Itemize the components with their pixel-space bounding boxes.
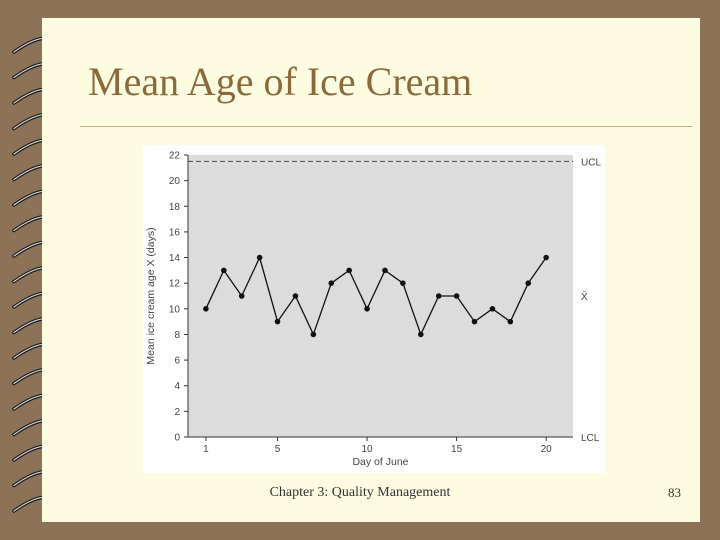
data-point — [543, 254, 549, 261]
y-tick-label: 6 — [174, 356, 180, 367]
x-axis-ticks: 1 5 10 15 20 — [203, 437, 552, 455]
x-tick-label: 1 — [203, 444, 209, 455]
y-tick-label: 20 — [169, 176, 181, 187]
data-point — [203, 306, 209, 312]
y-tick-label: 2 — [174, 407, 180, 418]
data-point — [525, 280, 532, 286]
data-point — [471, 318, 478, 325]
data-point — [435, 293, 442, 299]
data-point — [489, 306, 496, 312]
y-tick-label: 22 — [169, 151, 181, 162]
y-tick-label: 10 — [169, 304, 181, 315]
x-axis-label: Day of June — [352, 456, 408, 468]
y-axis-ticks: 0 2 4 6 8 10 12 14 16 18 20 22 — [169, 151, 188, 444]
x-tick-label: 15 — [451, 444, 463, 455]
slide-title: Mean Age of Ice Cream — [88, 59, 473, 104]
data-point — [453, 293, 460, 299]
data-point — [507, 318, 514, 325]
x-tick-label: 5 — [275, 444, 281, 455]
series-line — [205, 255, 547, 337]
plot-area — [188, 155, 573, 437]
control-line-label: X̄ — [581, 290, 588, 303]
x-tick-label: 10 — [362, 444, 374, 455]
y-axis-label: Mean ice cream age X (days) — [145, 227, 157, 364]
data-point — [328, 280, 335, 286]
control-line-label: LCL — [581, 433, 600, 444]
x-tick-label: 20 — [541, 444, 553, 455]
data-point — [292, 293, 299, 299]
data-point — [238, 293, 245, 299]
data-point — [221, 267, 227, 274]
data-point — [274, 318, 281, 325]
y-tick-label: 14 — [169, 253, 181, 264]
y-tick-label: 8 — [174, 330, 180, 341]
y-tick-label: 16 — [169, 227, 181, 238]
data-point — [382, 267, 388, 274]
control-line-labels: UCL X̄ LCL — [581, 157, 601, 444]
data-point — [346, 267, 352, 274]
data-point — [256, 254, 263, 261]
y-tick-label: 12 — [169, 279, 181, 290]
control-chart: 0 2 4 6 8 10 12 14 16 18 20 22 1 5 10 15 20 UCL X̄ LCL Da… — [143, 145, 605, 473]
data-point — [364, 306, 370, 312]
y-tick-label: 18 — [169, 202, 181, 213]
y-tick-label: 0 — [174, 433, 180, 444]
control-line-label: UCL — [581, 157, 601, 168]
data-point — [417, 331, 424, 338]
y-tick-label: 4 — [174, 381, 180, 392]
data-point — [400, 280, 406, 286]
slide-footer: Chapter 3: Quality Management — [269, 485, 451, 500]
page-number: 83 — [668, 485, 681, 500]
data-point — [310, 331, 317, 338]
title-divider — [80, 126, 692, 127]
series-points — [203, 254, 549, 338]
